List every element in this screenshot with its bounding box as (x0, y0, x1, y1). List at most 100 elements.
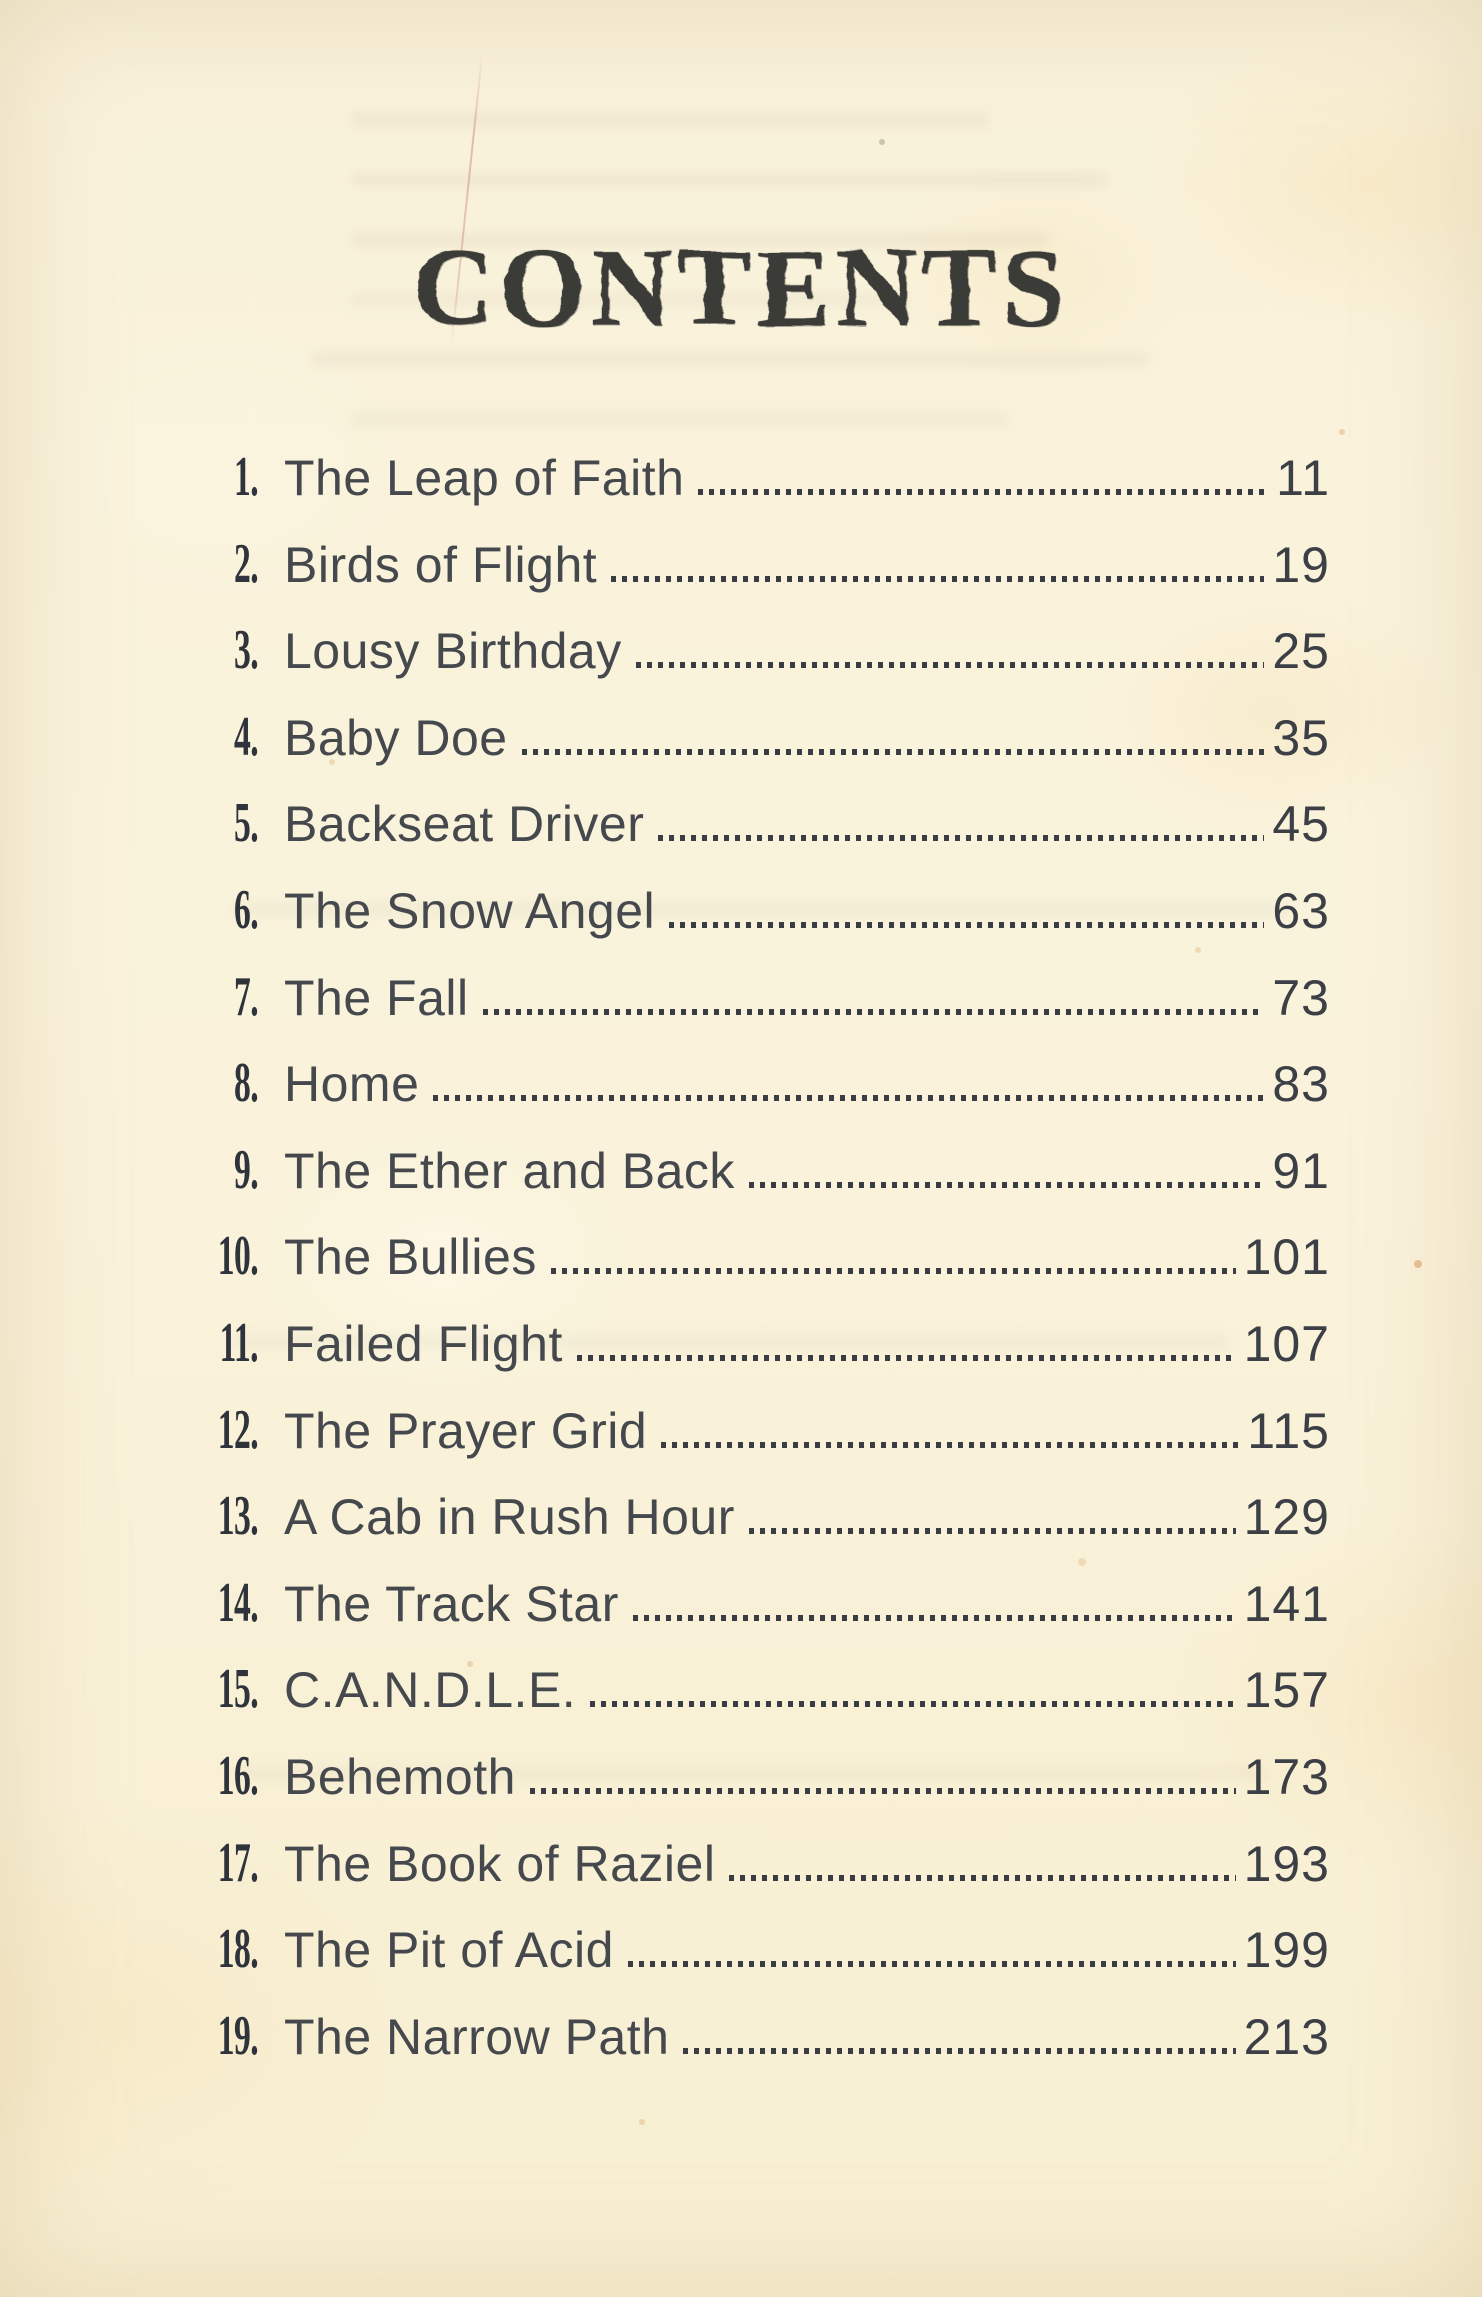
dot-leader (529, 1787, 1236, 1794)
bleedthrough-artifact (350, 412, 1010, 427)
bleedthrough-artifact (310, 352, 1150, 367)
chapter-title: Backseat Driver (284, 796, 645, 853)
toc-row: 11. Failed Flight 107 (170, 1300, 1330, 1387)
chapter-title: Lousy Birthday (284, 623, 622, 680)
chapter-number: 13. (217, 1485, 259, 1548)
chapter-number: 15. (217, 1658, 259, 1721)
bleedthrough-artifact (350, 292, 910, 307)
chapter-title: The Ether and Back (284, 1142, 735, 1199)
page-number: 107 (1243, 1315, 1330, 1372)
dot-leader (521, 748, 1265, 755)
page-number: 193 (1243, 1835, 1330, 1892)
chapter-title: The Bullies (284, 1229, 537, 1286)
toc-row: 12. The Prayer Grid 115 (170, 1387, 1330, 1474)
dot-leader (576, 1354, 1236, 1361)
page-number: 91 (1272, 1142, 1330, 1199)
bleedthrough-artifact (230, 1334, 1230, 1349)
chapter-number-cell: 1. (170, 434, 259, 535)
bleedthrough-artifact (230, 1766, 1270, 1781)
dot-leader (611, 575, 1265, 582)
paper-speckles (0, 0, 4, 4)
chapter-number: 11. (219, 1311, 259, 1374)
chapter-title: A Cab in Rush Hour (284, 1489, 735, 1546)
page-number: 73 (1272, 969, 1330, 1026)
page-number: 115 (1247, 1402, 1330, 1459)
page-number: 25 (1272, 623, 1330, 680)
chapter-title: The Book of Raziel (284, 1835, 716, 1892)
page-title: CONTENTS (412, 226, 1070, 350)
chapter-number-cell: 19. (170, 1993, 259, 2094)
chapter-number-cell: 3. (170, 607, 259, 708)
page-number: 63 (1272, 882, 1330, 939)
chapter-number-cell: 17. (170, 1820, 259, 1921)
page-number: 45 (1272, 796, 1330, 853)
toc-row: 18. The Pit of Acid 199 (170, 1906, 1330, 1993)
chapter-number: 19. (217, 2004, 259, 2067)
toc-row: 8. Home 83 (170, 1040, 1330, 1127)
page-number: 83 (1272, 1056, 1330, 1113)
page-number: 129 (1243, 1489, 1330, 1546)
chapter-number-cell: 9. (170, 1127, 259, 1228)
dot-leader (748, 1528, 1236, 1535)
page-number: 173 (1243, 1748, 1330, 1805)
chapter-title: Home (284, 1056, 420, 1113)
toc-row: 3. Lousy Birthday 25 (170, 607, 1330, 694)
chapter-number: 3. (234, 619, 259, 682)
page-number: 157 (1243, 1662, 1330, 1719)
page-number: 19 (1272, 536, 1330, 593)
toc-list: 1. The Leap of Faith 11 2. Birds of Flig… (170, 434, 1330, 2079)
chapter-number: 10. (217, 1225, 259, 1288)
page-number: 11 (1276, 450, 1330, 506)
chapter-title: The Pit of Acid (284, 1922, 614, 1979)
toc-row: 4. Baby Doe 35 (170, 694, 1330, 781)
chapter-number-cell: 14. (170, 1560, 259, 1661)
chapter-number: 9. (234, 1138, 259, 1201)
chapter-number-cell: 15. (170, 1646, 259, 1747)
chapter-number-cell: 18. (170, 1906, 259, 2007)
chapter-number: 4. (234, 705, 259, 768)
page-number: 35 (1272, 709, 1330, 766)
toc-row: 5. Backseat Driver 45 (170, 780, 1330, 867)
chapter-title: C.A.N.D.L.E. (284, 1662, 577, 1719)
chapter-number: 17. (217, 1831, 259, 1894)
toc-row: 16. Behemoth 173 (170, 1733, 1330, 1820)
chapter-title: Baby Doe (284, 709, 508, 766)
chapter-number-cell: 13. (170, 1473, 259, 1574)
chapter-number: 7. (234, 965, 259, 1028)
dot-leader (729, 1874, 1236, 1881)
chapter-number-cell: 10. (170, 1213, 259, 1314)
chapter-number-cell: 4. (170, 694, 259, 795)
bleedthrough-artifact (350, 232, 1050, 247)
chapter-title: The Narrow Path (284, 2008, 670, 2065)
dot-leader (669, 921, 1265, 928)
chapter-number-cell: 2. (170, 521, 259, 622)
bleedthrough-artifact (230, 902, 1290, 917)
chapter-number-cell: 16. (170, 1733, 259, 1834)
chapter-number: 16. (217, 1744, 259, 1807)
chapter-number: 2. (234, 532, 259, 595)
chapter-number-cell: 8. (170, 1040, 259, 1141)
page-number: 199 (1243, 1922, 1330, 1979)
dot-leader (590, 1701, 1236, 1708)
dot-leader (550, 1268, 1236, 1275)
toc-row: 2. Birds of Flight 19 (170, 521, 1330, 608)
chapter-number: 1. (234, 446, 259, 508)
toc-row: 14. The Track Star 141 (170, 1560, 1330, 1647)
chapter-number-cell: 5. (170, 780, 259, 881)
toc-row: 6. The Snow Angel 63 (170, 867, 1330, 954)
bleedthrough-artifact (350, 112, 990, 127)
page-number: 213 (1243, 2008, 1330, 2065)
page-number: 101 (1243, 1229, 1330, 1286)
chapter-number: 14. (217, 1571, 259, 1634)
dot-leader (627, 1961, 1236, 1968)
chapter-title: The Fall (284, 969, 469, 1026)
dot-leader (482, 1008, 1265, 1015)
chapter-title: The Track Star (284, 1575, 619, 1632)
dot-leader (635, 662, 1265, 669)
dot-leader (748, 1181, 1265, 1188)
toc-row: 1. The Leap of Faith 11 (170, 434, 1330, 521)
chapter-number: 18. (217, 1918, 259, 1981)
chapter-number-cell: 7. (170, 954, 259, 1055)
chapter-number-cell: 12. (170, 1387, 259, 1488)
